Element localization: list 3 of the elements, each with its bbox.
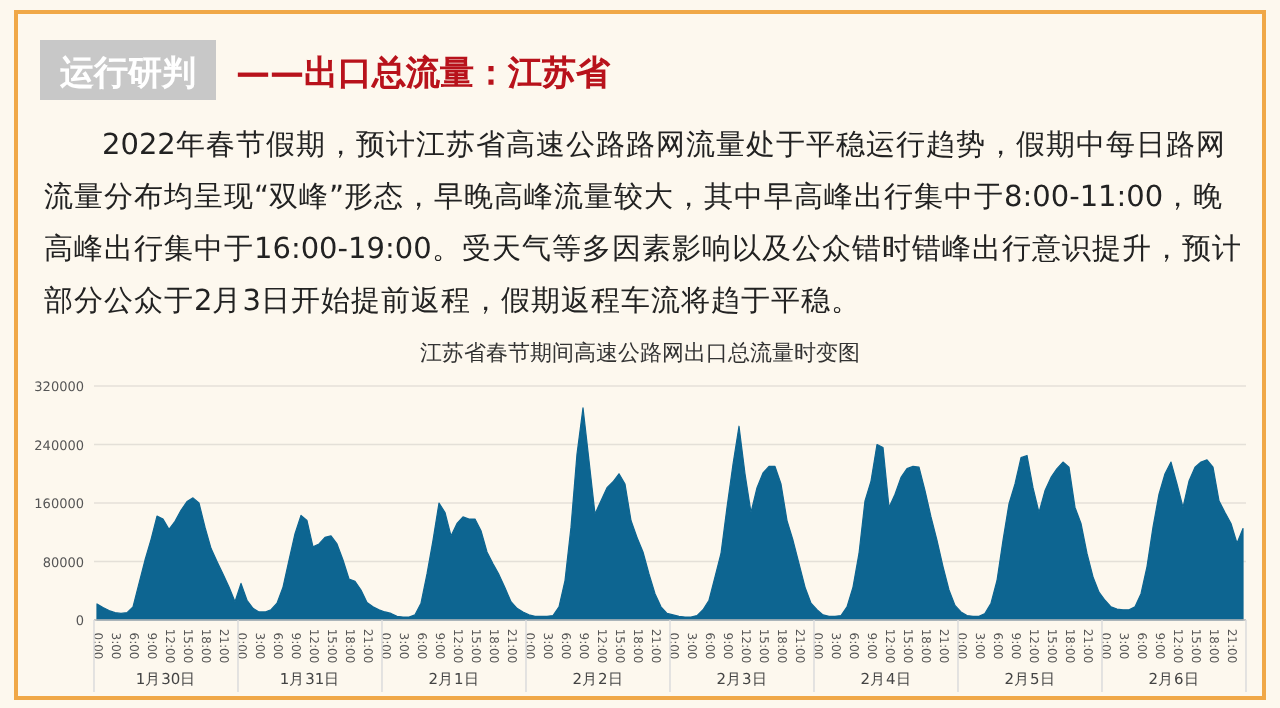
text: 2022年春节假期，预计江苏省高速公路路网流量处于平稳运行趋势，假期中每日路网流量分布均呈现“双峰”形态，早晚高峰流量较大，其中早高峰出行集中于8:00-11:00，晚高峰出行集中于16:00-19:00。受天气等多因素影响以及公众错时错峰出行意识提升，预计部分公众于2月3日开始提前返程，假期返程车流将趋于平稳。: [44, 127, 1244, 322]
text: ——出口总流量：江苏省: [236, 54, 612, 94]
chart-title: 江苏省春节期间高速公路网出口总流量时变图: [420, 340, 860, 366]
